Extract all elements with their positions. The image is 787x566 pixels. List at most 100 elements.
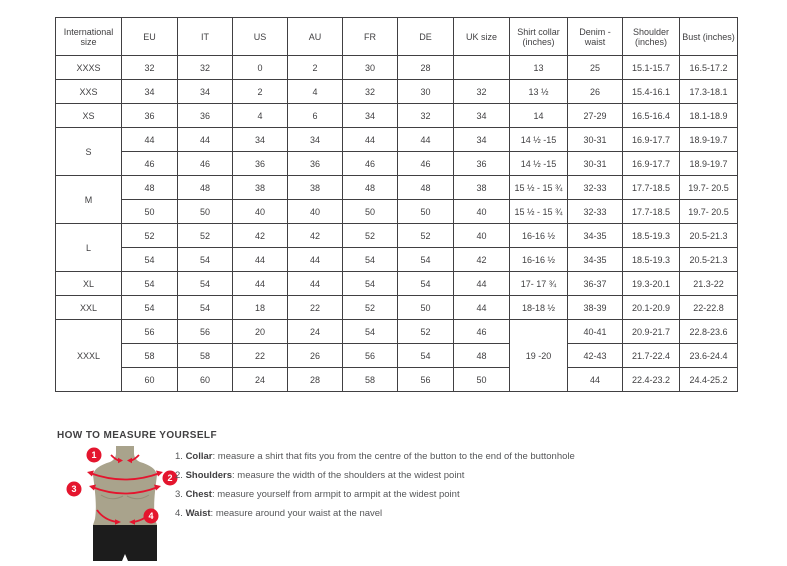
table-row: XS 36 36 4 6 34 32 34 14 27-29 16.5-16.4 18.1-18.9 bbox=[55, 103, 738, 128]
column-header: AU bbox=[287, 17, 343, 56]
measure-point-1: 1 bbox=[86, 447, 102, 463]
table-cell: 34 bbox=[287, 127, 343, 152]
column-header: DE bbox=[397, 17, 454, 56]
step-text: : measure the width of the shoulders at … bbox=[232, 470, 465, 481]
table-cell: 24 bbox=[287, 319, 343, 344]
measure-step: 3. Chest: measure yourself from armpit t… bbox=[175, 485, 575, 504]
table-cell: 48 bbox=[177, 175, 233, 200]
measure-point-2: 2 bbox=[162, 470, 178, 486]
table-cell: 14 ½ -15 bbox=[509, 151, 568, 176]
step-label: Chest bbox=[185, 489, 212, 500]
table-row: 46 46 36 36 46 46 36 14 ½ -15 30-31 16.9-17.7 18.9… bbox=[56, 151, 738, 176]
table-cell: 54 bbox=[121, 271, 178, 296]
table-cell: XXXS bbox=[55, 55, 122, 80]
measure-step: 1. Collar: measure a shirt that fits you… bbox=[175, 447, 575, 466]
step-text: : measure a shirt that fits you from the… bbox=[212, 451, 575, 462]
table-row: XXL 54 54 18 22 52 50 44 18-18 ½ 38-39 20.1-20.9 22… bbox=[55, 295, 738, 320]
table-cell: 46 bbox=[177, 151, 233, 176]
table-cell: 34 bbox=[177, 79, 233, 104]
table-cell: 15.4-16.1 bbox=[622, 79, 680, 104]
size-table-body: XXXS 32 32 0 2 30 28 13 25 15.1-15.7 16.5-17.2 XXS 3… bbox=[55, 55, 738, 392]
table-cell: 24 bbox=[232, 367, 288, 392]
table-cell: 50 bbox=[342, 199, 398, 224]
table-cell: 44 bbox=[567, 367, 623, 392]
table-cell: 17- 17 ¾ bbox=[509, 271, 568, 296]
table-cell: 50 bbox=[121, 199, 178, 224]
table-cell: 44 bbox=[397, 127, 454, 152]
column-header: IT bbox=[177, 17, 233, 56]
table-cell: 48 bbox=[342, 175, 398, 200]
table-cell: 19.7- 20.5 bbox=[679, 175, 738, 200]
column-header: Bust (inches) bbox=[679, 17, 738, 56]
step-number: 4. bbox=[175, 508, 186, 519]
table-cell: 16.9-17.7 bbox=[622, 151, 680, 176]
table-cell: 48 bbox=[453, 343, 510, 368]
table-cell: 16.9-17.7 bbox=[622, 127, 680, 152]
table-cell: 18.1-18.9 bbox=[679, 103, 738, 128]
table-cell: 16.5-16.4 bbox=[622, 103, 680, 128]
table-cell: 54 bbox=[342, 247, 398, 272]
measure-steps: 1. Collar: measure a shirt that fits you… bbox=[175, 447, 575, 523]
table-cell: 2 bbox=[232, 79, 288, 104]
table-cell: XXXL bbox=[55, 319, 122, 392]
table-cell bbox=[453, 55, 510, 80]
table-cell: 36-37 bbox=[567, 271, 623, 296]
table-cell: M bbox=[55, 175, 122, 224]
mannequin-illustration: 1 2 3 4 bbox=[66, 446, 178, 561]
table-cell: 44 bbox=[453, 271, 510, 296]
table-cell: 42 bbox=[287, 223, 343, 248]
table-cell: 60 bbox=[177, 367, 233, 392]
chest-arrowhead-right bbox=[154, 484, 161, 491]
table-cell: 46 bbox=[397, 151, 454, 176]
table-cell: 54 bbox=[397, 343, 454, 368]
table-cell: 22.4-23.2 bbox=[622, 367, 680, 392]
measure-step: 2. Shoulders: measure the width of the s… bbox=[175, 466, 575, 485]
svg-text:4: 4 bbox=[148, 511, 153, 521]
table-cell: 42 bbox=[453, 247, 510, 272]
table-cell: XXS bbox=[55, 79, 122, 104]
table-cell: 34-35 bbox=[567, 247, 623, 272]
table-cell: 52 bbox=[397, 319, 454, 344]
table-cell: 34-35 bbox=[567, 223, 623, 248]
chest-measure-arrow bbox=[91, 486, 159, 495]
table-cell: 32 bbox=[453, 79, 510, 104]
table-cell: 42 bbox=[232, 223, 288, 248]
table-cell: 2 bbox=[287, 55, 343, 80]
column-header: EU bbox=[121, 17, 178, 56]
table-cell: 4 bbox=[287, 79, 343, 104]
table-cell: 4 bbox=[232, 103, 288, 128]
table-cell: 48 bbox=[397, 175, 454, 200]
table-cell: 19.7- 20.5 bbox=[679, 199, 738, 224]
table-row: S 44 44 34 34 44 44 34 14 ½ -15 30-31 16.9-17.7 18.… bbox=[55, 127, 738, 176]
table-cell: 58 bbox=[177, 343, 233, 368]
table-cell: 58 bbox=[342, 367, 398, 392]
svg-text:1: 1 bbox=[91, 450, 96, 460]
table-cell: 16-16 ½ bbox=[509, 247, 568, 272]
table-cell: 36 bbox=[177, 103, 233, 128]
table-cell: 36 bbox=[121, 103, 178, 128]
table-cell: 27-29 bbox=[567, 103, 623, 128]
table-cell: 40 bbox=[232, 199, 288, 224]
table-cell: 44 bbox=[177, 127, 233, 152]
table-cell: 52 bbox=[342, 295, 398, 320]
shoulder-measure-arrow bbox=[89, 472, 161, 481]
table-cell: 22 bbox=[232, 343, 288, 368]
table-cell: 26 bbox=[287, 343, 343, 368]
column-header: Shirt collar (inches) bbox=[509, 17, 568, 56]
measure-point-4: 4 bbox=[143, 508, 159, 524]
table-cell: S bbox=[55, 127, 122, 176]
table-cell: 22.8-23.6 bbox=[679, 319, 738, 344]
table-cell: 13 ½ bbox=[509, 79, 568, 104]
table-cell: 32 bbox=[121, 55, 178, 80]
table-cell: 54 bbox=[177, 271, 233, 296]
table-cell: 58 bbox=[121, 343, 178, 368]
table-cell: 44 bbox=[121, 127, 178, 152]
chest-contour-left bbox=[100, 494, 124, 500]
table-cell: 14 bbox=[509, 103, 568, 128]
table-cell: 34 bbox=[342, 103, 398, 128]
table-cell: 36 bbox=[453, 151, 510, 176]
table-cell: 40 bbox=[453, 223, 510, 248]
size-table: International size EU IT US AU FR DE UK size Shi… bbox=[55, 17, 738, 392]
table-cell: 40 bbox=[453, 199, 510, 224]
column-header: US bbox=[232, 17, 288, 56]
